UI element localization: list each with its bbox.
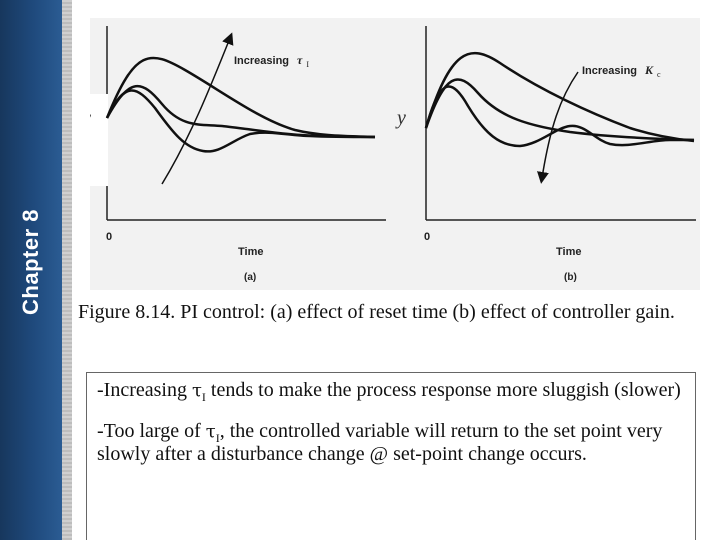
chapter-sidebar: Chapter 8 <box>0 0 62 540</box>
panel-b-curve-small-kc <box>424 51 695 143</box>
panel-a-x-label: Time <box>238 246 263 258</box>
tau-symbol: τ <box>191 380 202 401</box>
panel-b-annotation: Increasing K c <box>582 61 661 79</box>
figure-image: y 0 Time (a) Increasing τ I y 0 Time (b) <box>90 18 700 290</box>
panel-b-curve-medium-kc <box>424 78 695 142</box>
note1-suffix: tends to make the process response more … <box>205 379 681 401</box>
panel-a-curve-medium-tau <box>105 85 376 139</box>
panel-a-origin-tick: 0 <box>106 231 112 243</box>
panel-a-increasing-arrow <box>161 32 234 185</box>
panel-a-curve-large-tau <box>105 56 376 139</box>
note2-suffix: , the controlled variable will return to… <box>97 420 663 465</box>
panel-b: y 0 Time (b) Increasing K c <box>395 26 696 283</box>
note-increasing-tau: -Increasing τI tends to make the process… <box>97 379 687 404</box>
note1-prefix: -Increasing <box>97 379 192 401</box>
tau-subscript: I <box>201 390 206 404</box>
tau-symbol: τ <box>205 421 216 442</box>
panel-a-annotation: Increasing τ I <box>234 51 309 69</box>
panel-a: y 0 Time (a) Increasing τ I <box>90 26 386 283</box>
figure-caption: Figure 8.14. PI control: (a) effect of r… <box>78 301 675 323</box>
panel-b-curve-large-kc <box>424 85 694 148</box>
panel-a-sub-label: (a) <box>244 272 256 283</box>
panel-b-x-label: Time <box>556 246 581 258</box>
notes-box: -Increasing τI tends to make the process… <box>86 372 696 540</box>
note-large-tau: -Too large of τI, the controlled variabl… <box>97 420 687 466</box>
chapter-label: Chapter 8 <box>18 209 43 315</box>
panel-b-increasing-arrow <box>537 71 579 184</box>
note2-prefix: -Too large of <box>97 420 206 442</box>
sidebar-divider-strip <box>62 0 72 540</box>
panel-a-label-patch <box>90 94 108 186</box>
tau-subscript: I <box>215 431 220 445</box>
panel-b-sub-label: (b) <box>564 272 577 283</box>
panel-b-origin-tick: 0 <box>424 231 430 243</box>
panel-b-y-label: y <box>395 107 406 129</box>
panel-a-curve-small-tau <box>105 89 376 153</box>
pi-control-response-plots: y 0 Time (a) Increasing τ I y 0 Time (b) <box>90 26 696 283</box>
panel-a-y-label: y <box>90 107 91 129</box>
